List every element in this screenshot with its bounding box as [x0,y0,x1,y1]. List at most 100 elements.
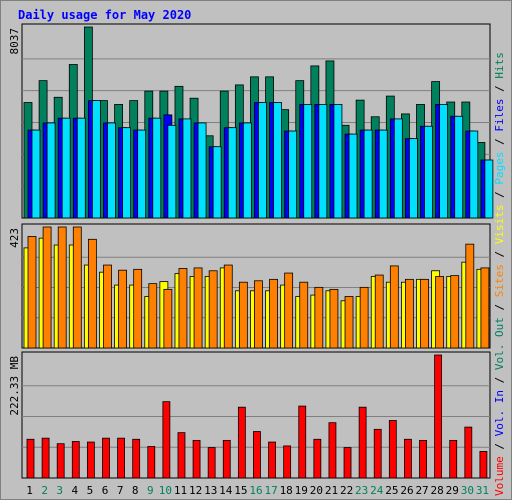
bar-pages-day-20 [318,104,328,219]
bar-volume-day-5 [86,441,95,479]
legend-separator: / [493,185,506,205]
bar-pages-day-29 [454,115,464,219]
bar-pages-day-24 [378,129,388,219]
bar-sites-day-2 [42,226,52,349]
bar-sites-day-9 [148,283,158,349]
bar-sites-day-5 [87,238,97,349]
bar-pages-day-19 [303,104,313,219]
x-tick-label-1: 1 [26,484,33,497]
x-tick-label-22: 22 [340,484,353,497]
bar-volume-day-23 [358,406,367,479]
bar-volume-day-2 [41,437,50,479]
bar-sites-day-18 [284,272,294,349]
bar-volume-day-27 [419,439,427,479]
bar-pages-day-22 [348,133,358,219]
x-tick-label-17: 17 [264,484,277,497]
y-axis-max-label: 8037 [8,28,21,55]
bar-pages-day-14 [227,127,237,219]
legend-item-pages: Pages [493,152,506,185]
bar-sites-day-21 [329,288,339,349]
bar-pages-day-23 [363,129,373,219]
x-tick-label-16: 16 [249,484,262,497]
bar-volume-day-13 [207,447,216,479]
x-tick-label-29: 29 [446,484,459,497]
bar-volume-day-28 [434,354,443,479]
legend-separator: / [493,370,506,390]
bar-pages-day-3 [61,117,71,219]
bar-sites-day-4 [72,226,82,349]
x-tick-label-12: 12 [189,484,202,497]
bar-sites-day-6 [103,264,112,349]
bar-volume-day-21 [328,422,337,479]
x-tick-label-23: 23 [355,484,368,497]
bar-sites-day-24 [374,274,384,349]
y-axis-max-label: 423 [8,228,21,248]
x-tick-label-24: 24 [370,484,384,497]
x-tick-label-6: 6 [102,484,109,497]
bar-pages-day-10 [167,124,177,219]
bar-volume-day-4 [71,441,80,479]
bar-pages-day-13 [212,146,222,219]
legend-item-vol-out: Vol. Out [493,317,506,370]
bar-sites-day-11 [178,268,188,349]
bar-sites-day-1 [27,236,37,349]
bar-volume-day-30 [464,426,473,479]
bar-pages-day-1 [31,129,41,219]
bar-volume-day-24 [373,428,382,479]
x-tick-label-26: 26 [400,484,413,497]
bar-sites-day-12 [193,267,203,349]
legend: Volume / Vol. In / Vol. Out / Sites / Vi… [493,52,506,496]
bar-pages-day-4 [76,117,86,219]
x-tick-label-20: 20 [310,484,323,497]
bar-sites-day-16 [254,280,263,349]
x-tick-label-5: 5 [87,484,94,497]
bar-sites-day-29 [450,275,460,349]
x-tick-label-3: 3 [56,484,63,497]
bar-sites-day-26 [405,278,414,349]
legend-item-vol-in: Vol. In [493,390,506,436]
x-tick-label-10: 10 [159,484,172,497]
bar-sites-day-20 [314,286,324,349]
x-tick-label-21: 21 [325,484,338,497]
bar-volume-day-9 [147,446,156,479]
bar-sites-day-3 [57,226,67,349]
bar-volume-day-8 [132,438,141,479]
bar-volume-day-19 [298,405,307,479]
bar-sites-day-27 [420,278,429,349]
bar-volume-day-14 [222,439,231,479]
bar-sites-day-23 [359,286,369,349]
x-tick-label-14: 14 [219,484,233,497]
legend-separator: / [493,436,506,456]
bar-volume-day-20 [313,438,322,479]
x-tick-label-13: 13 [204,484,217,497]
bar-volume-day-22 [343,447,352,479]
bar-sites-day-7 [118,269,127,349]
bar-sites-day-17 [269,278,278,349]
x-tick-label-28: 28 [431,484,444,497]
bar-pages-day-12 [197,122,207,219]
legend-item-volume: Volume [493,456,506,496]
panel-volume: 222.33 MB [8,351,491,479]
x-tick-label-15: 15 [234,484,247,497]
legend-separator: / [493,297,506,317]
bar-pages-day-6 [107,122,116,219]
legend-item-hits: Hits [493,52,506,79]
legend-separator: / [493,79,506,99]
bar-sites-day-15 [238,281,248,349]
legend-item-files: Files [493,99,506,132]
bar-pages-day-11 [182,118,192,219]
bar-sites-day-22 [344,296,354,349]
bar-pages-day-8 [137,129,147,219]
x-tick-label-11: 11 [174,484,187,497]
bar-volume-day-26 [404,438,412,479]
bar-volume-day-17 [268,441,276,479]
bar-sites-day-13 [208,270,218,349]
bar-pages-day-25 [393,118,403,219]
x-tick-label-25: 25 [385,484,398,497]
legend-item-visits: Visits [493,205,506,245]
bar-volume-day-25 [388,420,397,479]
bar-volume-day-7 [117,437,125,479]
bar-sites-day-31 [480,267,490,349]
x-tick-label-19: 19 [295,484,308,497]
